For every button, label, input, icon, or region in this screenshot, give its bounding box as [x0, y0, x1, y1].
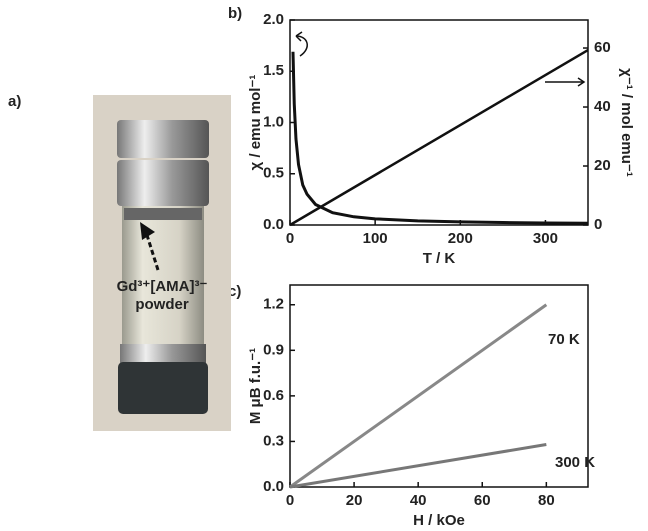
- x-axis-label: T / K: [423, 250, 456, 267]
- y2-tick-label: 20: [594, 157, 611, 174]
- vial-photo: [93, 95, 231, 431]
- x-tick-label: 0: [286, 230, 294, 247]
- series-label: 70 K: [548, 331, 580, 348]
- arrows: [295, 31, 586, 87]
- data-line: [289, 49, 589, 227]
- x-tick-label: 100: [363, 230, 388, 247]
- x-tick-label: 200: [448, 230, 473, 247]
- panel-label: a): [8, 93, 21, 110]
- x-tick-label: 80: [538, 492, 555, 509]
- series-label: 300 K: [555, 454, 595, 471]
- annotation: powder: [135, 296, 188, 313]
- panel-label: b): [228, 5, 242, 22]
- y-tick-label: 0.6: [263, 387, 284, 404]
- data-line: [289, 442, 547, 489]
- plot-frame: [289, 19, 589, 226]
- y-tick-label: 0.0: [263, 478, 284, 495]
- y-tick-label: 0.3: [263, 432, 284, 449]
- y-tick-label: 0.9: [263, 341, 284, 358]
- x-tick-label: 0: [286, 492, 294, 509]
- y-axis-label: M μB f.u.⁻¹: [247, 348, 264, 424]
- annotation: Gd³⁺[AMA]³⁻: [117, 278, 208, 295]
- y2-tick-label: 60: [594, 39, 611, 56]
- y-tick-label: 2.0: [263, 11, 284, 28]
- y-tick-label: 1.5: [263, 62, 284, 79]
- x-axis-label: H / kOe: [413, 512, 465, 529]
- y2-tick-label: 40: [594, 98, 611, 115]
- x-tick-label: 40: [410, 492, 427, 509]
- y-tick-label: 1.0: [263, 113, 284, 130]
- plot-frame: [289, 284, 589, 488]
- y-tick-label: 0.5: [263, 165, 284, 182]
- data-line: [289, 303, 548, 489]
- y-tick-label: 1.2: [263, 296, 284, 313]
- x-tick-label: 300: [533, 230, 558, 247]
- y-axis-label: χ / emu mol⁻¹: [247, 75, 264, 171]
- y2-axis-label: χ⁻¹ / mol emu⁻¹: [618, 68, 635, 177]
- x-tick-label: 20: [346, 492, 363, 509]
- y2-tick-label: 0: [594, 216, 602, 233]
- data-line: [291, 51, 589, 225]
- y-tick-label: 0.0: [263, 216, 284, 233]
- panel-label: c): [228, 283, 241, 300]
- x-tick-label: 60: [474, 492, 491, 509]
